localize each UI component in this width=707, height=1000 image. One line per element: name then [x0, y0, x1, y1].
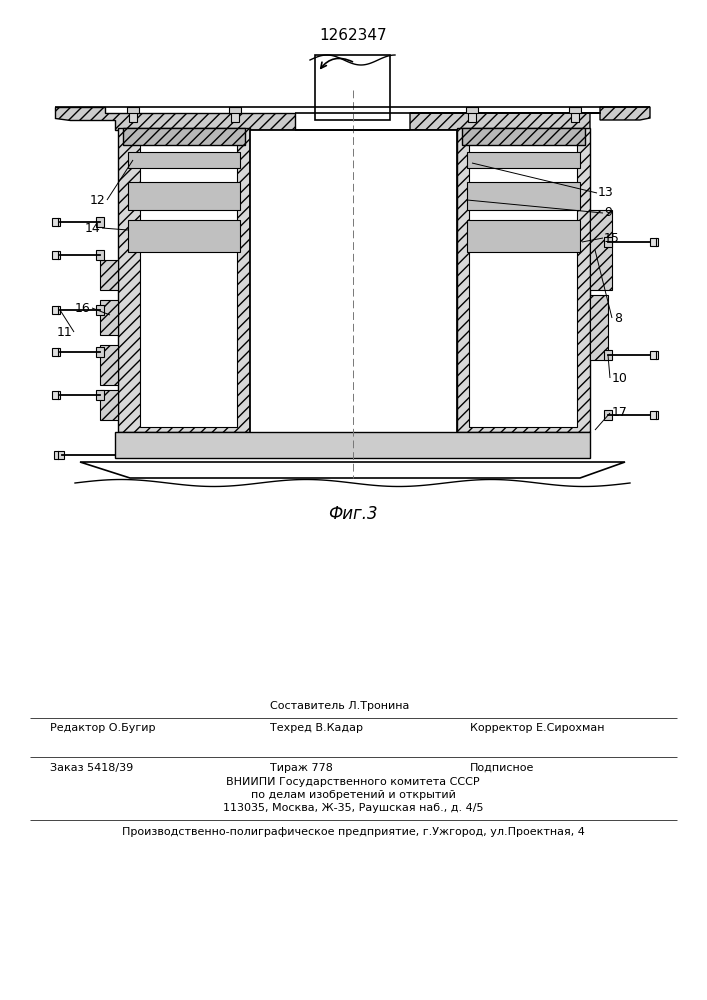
- Bar: [467, 182, 580, 210]
- Bar: [100, 300, 118, 335]
- Bar: [52, 348, 60, 356]
- Bar: [118, 128, 250, 432]
- Bar: [52, 251, 60, 259]
- Bar: [96, 305, 104, 315]
- Bar: [650, 238, 658, 246]
- Bar: [590, 210, 612, 290]
- Bar: [123, 128, 245, 145]
- Bar: [100, 260, 118, 290]
- Bar: [590, 295, 608, 360]
- Bar: [604, 237, 612, 247]
- Bar: [231, 110, 239, 122]
- Text: 12: 12: [89, 194, 105, 207]
- Polygon shape: [55, 107, 295, 130]
- Bar: [315, 55, 390, 120]
- Bar: [54, 451, 64, 459]
- Bar: [52, 391, 60, 399]
- Text: Заказ 5418/39: Заказ 5418/39: [50, 763, 133, 773]
- Polygon shape: [410, 107, 650, 130]
- Bar: [128, 182, 240, 210]
- Text: 15: 15: [604, 232, 620, 244]
- Text: 14: 14: [84, 222, 100, 234]
- Bar: [604, 410, 612, 420]
- Bar: [100, 390, 118, 420]
- Bar: [128, 152, 240, 168]
- Text: Фиг.3: Фиг.3: [328, 505, 378, 523]
- Text: по делам изобретений и открытий: по делам изобретений и открытий: [250, 790, 455, 800]
- Text: Тираж 778: Тираж 778: [270, 763, 333, 773]
- Bar: [96, 250, 104, 260]
- Bar: [650, 411, 658, 419]
- Text: 16: 16: [74, 302, 90, 314]
- Text: Составитель Л.Тронина: Составитель Л.Тронина: [270, 701, 409, 711]
- Bar: [467, 152, 580, 168]
- Bar: [604, 350, 612, 360]
- Text: 1262347: 1262347: [319, 28, 387, 43]
- Bar: [229, 107, 241, 113]
- Bar: [129, 110, 137, 122]
- Text: 17: 17: [612, 406, 628, 420]
- Text: Техред В.Кадар: Техред В.Кадар: [270, 723, 363, 733]
- Bar: [96, 217, 104, 227]
- Bar: [52, 306, 60, 314]
- Text: 10: 10: [612, 371, 628, 384]
- Bar: [466, 107, 478, 113]
- Bar: [462, 128, 585, 145]
- Bar: [457, 128, 590, 432]
- Text: Корректор Е.Сирохман: Корректор Е.Сирохман: [470, 723, 604, 733]
- Text: Производственно-полиграфическое предприятие, г.Ужгород, ул.Проектная, 4: Производственно-полиграфическое предприя…: [122, 827, 585, 837]
- Bar: [96, 347, 104, 357]
- Polygon shape: [80, 462, 625, 478]
- Text: 113035, Москва, Ж-35, Раушская наб., д. 4/5: 113035, Москва, Ж-35, Раушская наб., д. …: [223, 803, 484, 813]
- Text: 9: 9: [604, 207, 612, 220]
- Text: 11: 11: [57, 326, 72, 338]
- Bar: [569, 107, 581, 113]
- Bar: [250, 130, 457, 438]
- Bar: [100, 345, 118, 385]
- Bar: [96, 390, 104, 400]
- Text: 8: 8: [614, 312, 622, 324]
- Bar: [467, 220, 580, 252]
- Bar: [468, 110, 476, 122]
- Bar: [140, 133, 237, 427]
- Bar: [127, 107, 139, 113]
- Bar: [128, 220, 240, 252]
- Bar: [469, 133, 577, 427]
- Bar: [115, 432, 590, 458]
- Text: ВНИИПИ Государственного комитета СССР: ВНИИПИ Государственного комитета СССР: [226, 777, 480, 787]
- Text: 13: 13: [598, 186, 614, 200]
- Bar: [650, 351, 658, 359]
- Bar: [52, 218, 60, 226]
- Text: Подписное: Подписное: [470, 763, 534, 773]
- Text: Редактор О.Бугир: Редактор О.Бугир: [50, 723, 156, 733]
- Bar: [571, 110, 579, 122]
